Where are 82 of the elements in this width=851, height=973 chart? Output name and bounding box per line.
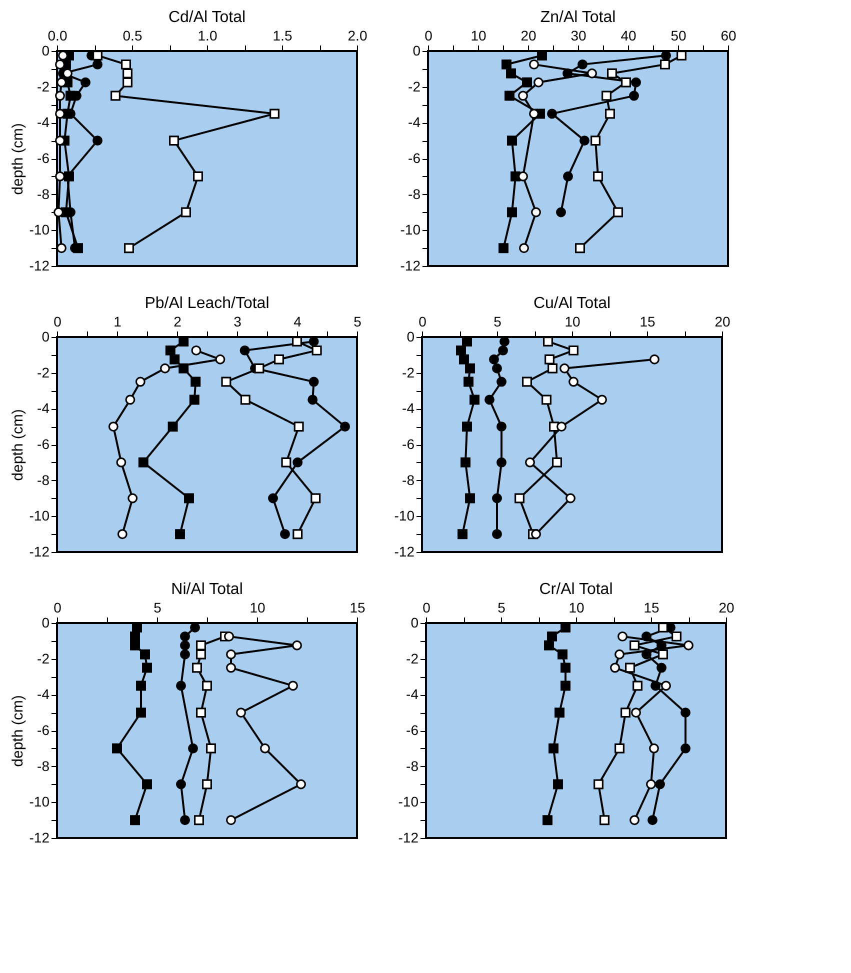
x-tick-label: 1.0 [198, 28, 218, 44]
y-tick-label: 0 [406, 328, 415, 344]
x-tick-label: 15 [640, 314, 656, 330]
y-tick-label: -8 [406, 758, 419, 774]
y-tick-label: -2 [402, 364, 415, 380]
y-tick-label: -12 [400, 258, 421, 274]
y-tick-label: -6 [406, 722, 419, 738]
x-tick-label: 2 [174, 314, 182, 330]
y-tick-label: -4 [408, 114, 421, 130]
y-tick-label: -12 [394, 544, 415, 560]
x-tick-label: 10 [568, 600, 584, 616]
chart-title: Zn/Al Total [540, 9, 616, 26]
x-tick-label: 15 [350, 600, 366, 616]
y-tick-label: -2 [37, 364, 50, 380]
y-tick-label: -6 [37, 436, 50, 452]
y-tick-label: 0 [42, 42, 50, 58]
y-tick-label: -10 [29, 222, 50, 238]
y-tick-label: -6 [402, 436, 415, 452]
y-tick-label: -12 [29, 258, 50, 274]
y-tick-label: -6 [37, 722, 50, 738]
x-tick-label: 4 [294, 314, 302, 330]
x-tick-label: 10 [470, 28, 486, 44]
y-tick-label: 0 [410, 614, 419, 630]
x-tick-label: 15 [644, 600, 660, 616]
x-tick-label: 0 [422, 600, 431, 616]
y-tick-label: -10 [29, 794, 50, 810]
y-tick-label: -10 [398, 794, 419, 810]
x-tick-label: 3 [234, 314, 242, 330]
x-tick-label: 5 [154, 600, 162, 616]
chart-title: Cr/Al Total [539, 581, 613, 598]
y-tick-label: -8 [37, 186, 50, 202]
x-tick-label: 50 [670, 28, 686, 44]
y-tick-label: 0 [412, 42, 421, 58]
y-axis-title: depth (cm) [9, 123, 26, 195]
x-tick-label: 40 [620, 28, 636, 44]
y-tick-label: -4 [406, 686, 419, 702]
y-tick-label: -2 [406, 650, 419, 666]
x-tick-label: 2.0 [348, 28, 368, 44]
x-tick-label: 20 [714, 314, 730, 330]
y-tick-label: -4 [402, 400, 415, 416]
x-tick-label: 10 [564, 314, 580, 330]
y-tick-label: -8 [37, 758, 50, 774]
y-tick-label: -12 [29, 544, 50, 560]
y-tick-label: -12 [29, 830, 50, 846]
y-tick-label: -2 [37, 78, 50, 94]
x-tick-label: 5 [498, 600, 506, 616]
chart-title: Cu/Al Total [533, 295, 611, 312]
x-tick-label: 0 [54, 600, 62, 616]
y-tick-label: -8 [37, 472, 50, 488]
x-tick-label: 10 [250, 600, 266, 616]
y-tick-label: -4 [37, 686, 50, 702]
y-tick-label: -8 [402, 472, 415, 488]
x-tick-label: 0 [54, 314, 62, 330]
chart-title: Ni/Al Total [171, 581, 243, 598]
x-tick-label: 0 [424, 28, 433, 44]
y-tick-label: -12 [398, 830, 419, 846]
x-tick-label: 20 [718, 600, 734, 616]
x-tick-label: 1 [114, 314, 122, 330]
x-tick-label: 0.0 [48, 28, 68, 44]
y-tick-label: -4 [37, 400, 50, 416]
y-tick-label: -2 [37, 650, 50, 666]
x-tick-label: 5 [494, 314, 502, 330]
y-axis-title: depth (cm) [9, 695, 26, 767]
y-tick-label: -10 [394, 508, 415, 524]
y-tick-label: -6 [37, 150, 50, 166]
y-tick-label: -2 [408, 78, 421, 94]
y-tick-label: -10 [400, 222, 421, 238]
y-tick-label: -10 [29, 508, 50, 524]
y-tick-label: -4 [37, 114, 50, 130]
y-tick-label: -8 [408, 186, 421, 202]
y-tick-label: -6 [408, 150, 421, 166]
chart-title: Cd/Al Total [168, 9, 246, 26]
chart-title: Pb/Al Leach/Total [144, 295, 270, 312]
x-tick-label: 20 [520, 28, 536, 44]
x-tick-label: 1.5 [272, 28, 292, 44]
y-tick-label: 0 [42, 328, 50, 344]
y-axis-title: depth (cm) [9, 409, 26, 481]
y-tick-label: 0 [42, 614, 50, 630]
x-tick-label: 30 [570, 28, 586, 44]
x-tick-label: 5 [354, 314, 362, 330]
x-tick-label: 0.5 [122, 28, 142, 44]
x-tick-label: 60 [720, 28, 736, 44]
